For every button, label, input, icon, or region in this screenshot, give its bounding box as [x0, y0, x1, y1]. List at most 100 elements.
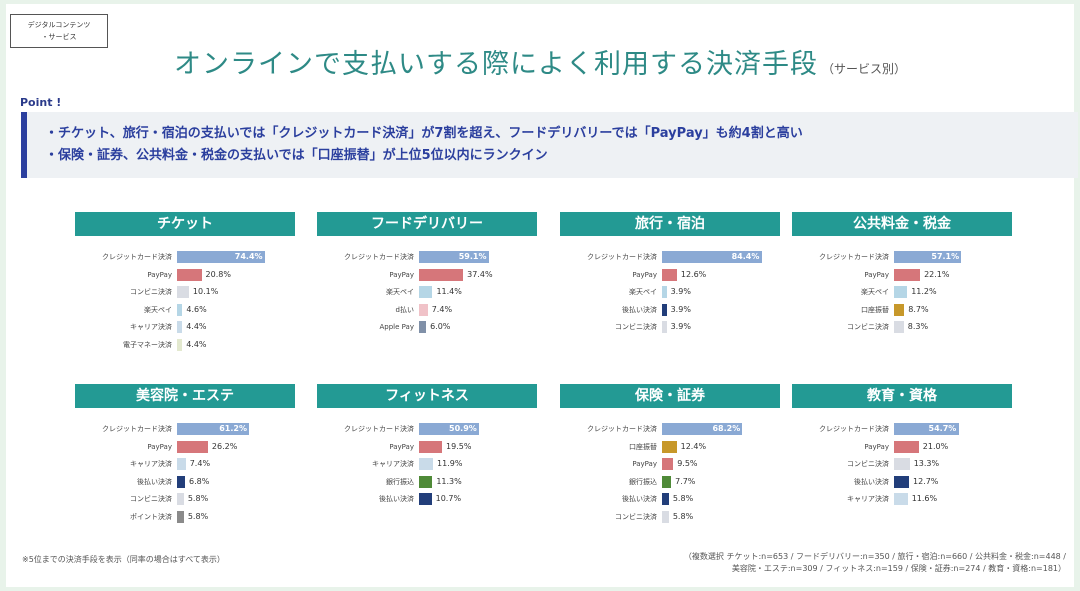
title-sub: （サービス別）	[821, 62, 906, 76]
chart-row: 楽天ペイ 11.2%	[792, 285, 1012, 299]
data-label: 8.3%	[907, 322, 929, 331]
data-label: 7.7%	[675, 476, 696, 486]
data-label: 26.2%	[211, 441, 238, 451]
chart-row: ポイント決済 5.8%	[75, 510, 295, 524]
bar	[662, 321, 667, 333]
category-label: コンビニ決済	[130, 288, 172, 296]
category-label: 後払い決済	[137, 477, 172, 486]
chart-title: 旅行・宿泊	[560, 212, 780, 236]
data-label: 37.4%	[467, 269, 493, 279]
category-label: PayPay	[864, 270, 889, 279]
chart-row: 後払い決済 10.7%	[317, 492, 537, 506]
data-label: 12.6%	[680, 269, 707, 279]
bar	[662, 458, 674, 470]
data-label: 68.2%	[712, 424, 741, 433]
bar	[662, 303, 667, 316]
data-label: 5.8%	[187, 511, 209, 521]
bar	[419, 251, 489, 263]
data-label: 84.4%	[731, 252, 760, 261]
chart-row: 後払い決済 6.8%	[75, 475, 295, 489]
data-label: 9.5%	[677, 459, 698, 468]
data-label: 7.4%	[189, 459, 211, 468]
chart-row: クレジットカード決済 50.9%	[317, 422, 537, 436]
chart-row: クレジットカード決済 59.1%	[317, 250, 537, 264]
category-label: クレジットカード決済	[587, 253, 657, 261]
data-label: 11.4%	[436, 287, 462, 296]
category-label: クレジットカード決済	[102, 253, 172, 261]
data-label: 21.0%	[922, 441, 949, 451]
bar	[419, 493, 432, 505]
category-label: PayPay	[389, 442, 414, 451]
category-label: コンビニ決済	[615, 512, 657, 521]
chart-row: キャリア決済 7.4%	[75, 457, 295, 471]
page-title: オンラインで支払いする際によく利用する決済手段 （サービス別）	[6, 42, 1074, 81]
data-label: 11.9%	[437, 459, 463, 468]
category-label: 後払い決済	[622, 305, 657, 314]
bar	[894, 458, 910, 470]
data-label: 4.4%	[186, 322, 207, 331]
category-label: Apple Pay	[379, 323, 415, 331]
data-label: 4.6%	[186, 304, 207, 314]
chart-row: 口座振替 8.7%	[792, 303, 1012, 317]
chart-row: クレジットカード決済 84.4%	[560, 250, 780, 264]
footnote-left: ※5位までの決済手段を表示（同率の場合はすべて表示）	[22, 555, 225, 564]
category-label: 口座振替	[629, 442, 657, 451]
data-label: 22.1%	[924, 269, 950, 279]
bar	[419, 475, 433, 488]
chart-panel: 教育・資格 クレジットカード決済 54.7% PayPay 21.0% コンビニ決済 13.…	[792, 384, 1012, 544]
category-label: コンビニ決済	[847, 323, 889, 331]
category-label: PayPay	[147, 270, 172, 279]
data-label: 3.9%	[670, 304, 691, 314]
title-main: オンラインで支払いする際によく利用する決済手段	[173, 49, 818, 80]
chart-row: PayPay 19.5%	[317, 440, 537, 454]
data-label: 74.4%	[234, 252, 263, 261]
data-label: 13.3%	[913, 459, 940, 468]
chart-row: 電子マネー決済 4.4%	[75, 338, 295, 352]
chart-title: 美容院・エステ	[75, 384, 295, 408]
data-label: 20.8%	[205, 269, 231, 279]
chart-panel: 公共料金・税金 クレジットカード決済 57.1% PayPay 22.1% 楽天ペイ 11.…	[792, 212, 1012, 372]
category-label: d払い	[395, 305, 414, 314]
data-label: 3.9%	[670, 287, 691, 296]
category-label: 楽天ペイ	[629, 288, 657, 296]
bar	[894, 321, 904, 333]
data-label: 10.7%	[435, 494, 462, 503]
data-label: 11.2%	[911, 287, 937, 296]
chart-row: クレジットカード決済 68.2%	[560, 422, 780, 436]
chart-row: クレジットカード決済 57.1%	[792, 250, 1012, 264]
chart-row: コンビニ決済 3.9%	[560, 320, 780, 334]
category-label: ポイント決済	[130, 512, 172, 521]
category-badge: デジタルコンテンツ ・サービス	[10, 14, 108, 48]
point-line-2: ・保険・証券、公共料金・税金の支払いでは「口座振替」が上位5位以内にランクイン	[45, 148, 548, 163]
chart-row: クレジットカード決済 61.2%	[75, 422, 295, 436]
data-label: 54.7%	[928, 424, 957, 433]
bar	[419, 423, 480, 435]
chart-row: 後払い決済 12.7%	[792, 475, 1012, 489]
data-label: 12.7%	[912, 476, 939, 486]
data-label: 11.6%	[911, 494, 938, 503]
bar	[894, 423, 959, 435]
chart-title: チケット	[75, 212, 295, 236]
chart-panel: フードデリバリー クレジットカード決済 59.1% PayPay 37.4% 楽天ペイ 11…	[317, 212, 537, 372]
bar	[177, 423, 250, 435]
category-label: キャリア決済	[130, 323, 172, 331]
bar	[894, 440, 919, 453]
chart-title: 教育・資格	[792, 384, 1012, 408]
bar	[419, 268, 464, 281]
chart-row: 後払い決済 3.9%	[560, 303, 780, 317]
footnote-right: （複数選択 チケット:n=653 / フードデリバリー:n=350 / 旅行・宿…	[596, 551, 1066, 575]
data-label: 6.8%	[189, 476, 210, 486]
data-label: 19.5%	[446, 441, 472, 451]
chart-row: コンビニ決済 8.3%	[792, 320, 1012, 334]
category-label: キャリア決済	[372, 460, 414, 468]
category-label: 楽天ペイ	[861, 288, 889, 296]
bar	[662, 251, 762, 263]
bar	[177, 458, 186, 470]
category-label: PayPay	[632, 460, 657, 468]
bar	[419, 458, 434, 470]
bar	[894, 475, 909, 488]
point-line-1: ・チケット、旅行・宿泊の支払いでは「クレジットカード決済」が7割を超え、フードデ…	[45, 126, 803, 141]
category-label: クレジットカード決済	[819, 253, 889, 261]
data-label: 11.3%	[436, 476, 462, 486]
chart-row: PayPay 21.0%	[792, 440, 1012, 454]
